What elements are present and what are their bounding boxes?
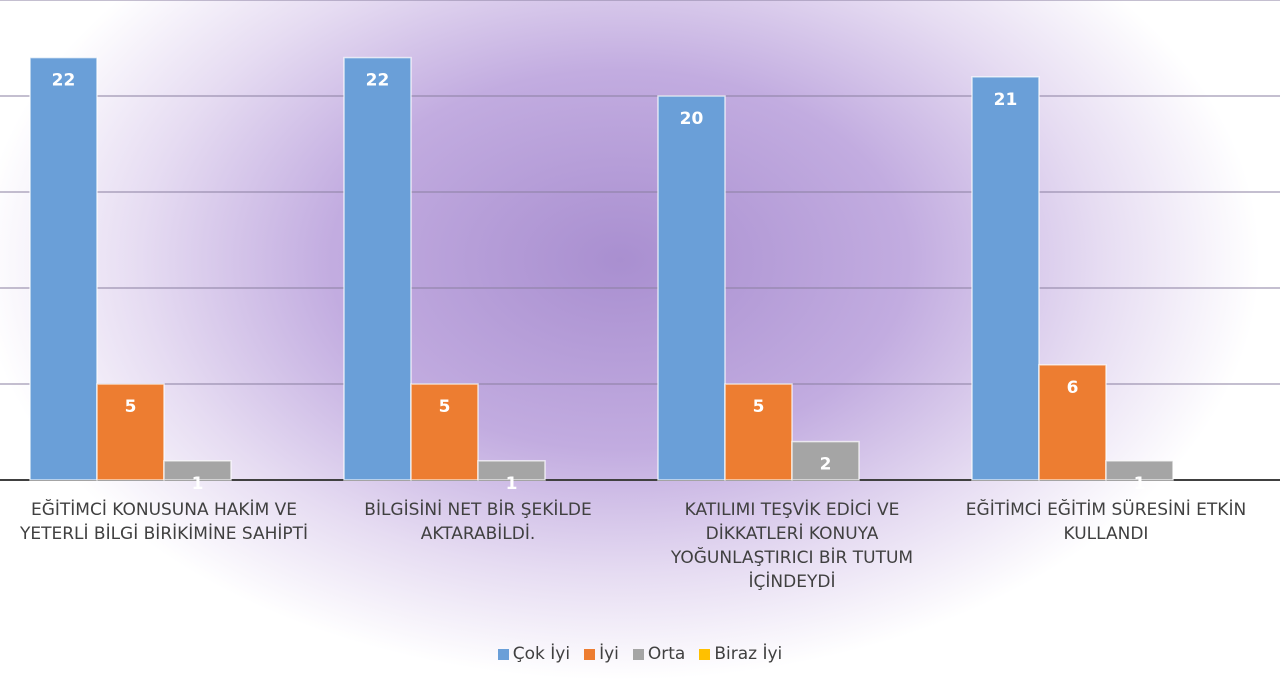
- bar: [724, 383, 793, 481]
- legend-label: Çok İyi: [512, 644, 571, 664]
- data-label: 5: [125, 397, 137, 417]
- data-label: 22: [52, 71, 76, 91]
- bar: [971, 76, 1040, 481]
- legend-swatch: [632, 648, 644, 660]
- legend-item: Çok İyi: [497, 644, 571, 664]
- legend: Çok İyi İyi Orta Biraz İyi: [0, 644, 1280, 665]
- bar: [343, 56, 412, 481]
- x-tick-label: KATILIMI TEŞVİK EDİCİ VE DİKKATLERİ KONU…: [670, 500, 914, 592]
- bar: [477, 460, 546, 481]
- data-label: 1: [506, 474, 518, 494]
- bar: [163, 460, 232, 481]
- legend-label: İyi: [599, 644, 619, 664]
- legend-item: Orta: [632, 644, 686, 664]
- bar: [1038, 364, 1107, 481]
- legend-swatch: [699, 648, 711, 660]
- data-label: 5: [753, 397, 765, 417]
- x-tick-label: EĞİTİMCİ KONUSUNA HAKİM VE YETERLİ BİLGİ…: [19, 500, 309, 544]
- bar: [1105, 460, 1174, 481]
- data-label: 1: [192, 474, 204, 494]
- bar: [96, 383, 165, 481]
- data-label: 1: [1134, 474, 1146, 494]
- bar: [657, 95, 726, 481]
- bar: [410, 383, 479, 481]
- x-tick-label: EĞİTİMCİ EĞİTİM SÜRESİNİ ETKİN KULLANDI: [965, 500, 1247, 544]
- legend-item: Biraz İyi: [699, 644, 782, 664]
- data-label: 6: [1067, 378, 1079, 398]
- data-label: 22: [366, 71, 390, 91]
- x-tick-label: BİLGİSİNİ NET BİR ŞEKİLDE AKTARABİLDİ.: [364, 500, 592, 544]
- bar: [791, 440, 860, 481]
- legend-swatch: [584, 648, 596, 660]
- data-label: 20: [680, 109, 704, 129]
- legend-item: İyi: [584, 644, 619, 664]
- data-label: 5: [439, 397, 451, 417]
- bar: [29, 56, 98, 481]
- data-label: 2: [820, 455, 832, 475]
- legend-swatch: [497, 648, 509, 660]
- legend-label: Orta: [647, 644, 686, 664]
- data-label: 21: [994, 90, 1018, 110]
- legend-label: Biraz İyi: [714, 644, 783, 664]
